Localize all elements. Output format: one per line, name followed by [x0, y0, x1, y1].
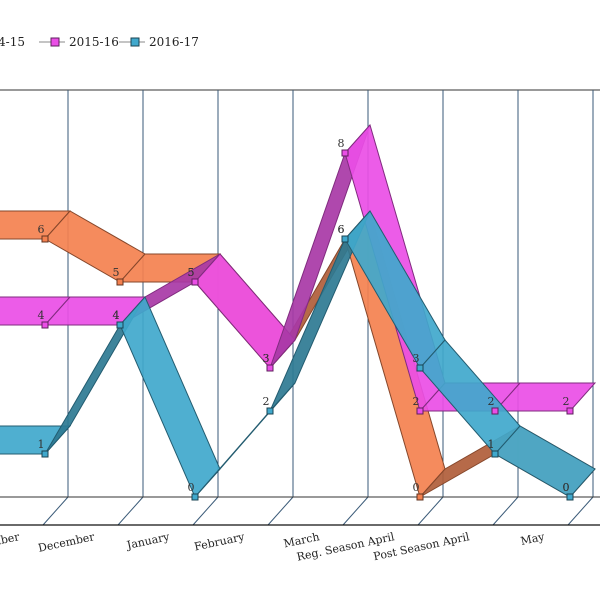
legend-swatch	[50, 37, 60, 47]
data-point	[191, 493, 199, 501]
legend-item-2016-17[interactable]: 2016-17	[119, 35, 199, 49]
data-label: 6	[338, 223, 345, 236]
data-point	[116, 278, 124, 286]
legend-label: 2015-16	[69, 35, 119, 49]
data-point	[416, 407, 424, 415]
data-label: 6	[38, 223, 45, 236]
data-point	[416, 493, 424, 501]
legend-item-2015-16[interactable]: 2015-16	[39, 35, 119, 49]
series-ribbons	[0, 123, 597, 499]
data-point	[266, 407, 274, 415]
floor-grid-line	[42, 496, 69, 526]
data-point	[41, 450, 49, 458]
data-label: 5	[113, 266, 120, 279]
ribbon-segment	[119, 296, 221, 498]
data-point	[41, 235, 49, 243]
data-label: 8	[338, 137, 345, 150]
data-label: 0	[413, 481, 420, 494]
data-label: 0	[563, 481, 570, 494]
floor-grid-line	[492, 496, 519, 526]
data-point	[566, 493, 574, 501]
series-2016-17	[0, 210, 596, 498]
legend-label: 4-15	[0, 35, 25, 49]
data-label: 2	[563, 395, 570, 408]
data-label: 3	[413, 352, 420, 365]
data-point	[266, 364, 274, 372]
category-label: May	[519, 530, 546, 548]
data-label: 2	[413, 395, 420, 408]
data-point	[341, 235, 349, 243]
data-label: 0	[188, 481, 195, 494]
data-label: 1	[38, 438, 45, 451]
data-markers	[41, 149, 574, 501]
floor-grid-line	[117, 496, 144, 526]
data-label: 1	[488, 438, 495, 451]
legend-label: 2016-17	[149, 35, 199, 49]
data-point	[341, 149, 349, 157]
data-point	[416, 364, 424, 372]
data-label: 4	[113, 309, 120, 322]
data-point	[191, 278, 199, 286]
chart-floor	[0, 496, 600, 526]
data-label: 3	[263, 352, 270, 365]
category-labels: November December January February MarchReg.…	[0, 530, 546, 564]
category-label: December	[37, 530, 96, 555]
floor-grid-line	[567, 496, 594, 526]
data-label: 0	[563, 481, 570, 494]
legend: 4-15 2015-16 2016-17	[0, 35, 199, 49]
data-label: 5	[188, 266, 195, 279]
data-label: 5	[188, 266, 195, 279]
legend-item-2014-15[interactable]: 4-15	[0, 35, 25, 49]
floor-grid-line	[192, 496, 219, 526]
data-label: 3	[263, 352, 270, 365]
category-label: February	[193, 530, 246, 553]
ribbon-segment	[493, 382, 597, 412]
data-point	[491, 407, 499, 415]
data-label: 6	[338, 223, 345, 236]
data-label: 4	[38, 309, 45, 322]
category-label: November	[0, 530, 21, 555]
data-label: 2	[263, 395, 270, 408]
data-point	[566, 407, 574, 415]
floor-grid-line	[417, 496, 444, 526]
legend-swatch	[130, 37, 140, 47]
ribbon-segment	[494, 425, 596, 498]
data-label: 2	[488, 395, 495, 408]
data-point	[491, 450, 499, 458]
data-label: 4	[113, 309, 120, 322]
category-label: January	[125, 530, 172, 552]
data-point	[41, 321, 49, 329]
floor-grid-line	[267, 496, 294, 526]
data-label: 1	[488, 438, 495, 451]
data-point	[116, 321, 124, 329]
floor-grid-line	[342, 496, 369, 526]
